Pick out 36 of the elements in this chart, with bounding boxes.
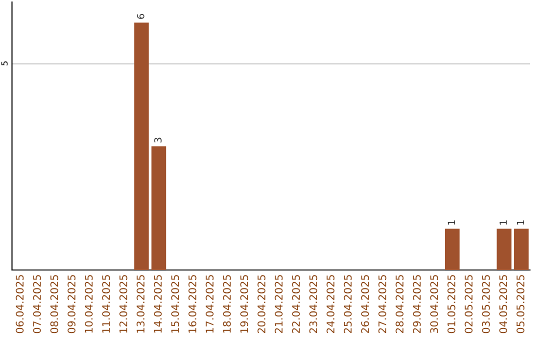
x-tick-label: 07.04.2025	[33, 275, 41, 334]
x-tick-label: 23.04.2025	[309, 275, 318, 334]
x-tick-label: 02.05.2025	[464, 275, 473, 334]
x-tick-label: 15.04.2025	[171, 275, 180, 333]
x-tick-label: 10.04.2025	[84, 275, 93, 333]
x-tick-label: 06.04.2025	[16, 275, 24, 334]
data-label: 1	[500, 220, 507, 225]
x-tick-label: 20.04.2025	[258, 275, 266, 334]
x-tick-label: 24.04.2025	[326, 275, 334, 334]
x-tick-label: 13.04.2025	[136, 275, 145, 333]
x-tick-label: 27.04.2025	[378, 275, 386, 334]
x-tick-label: 14.04.2025	[154, 275, 162, 333]
x-tick-label: 28.04.2025	[396, 275, 404, 334]
x-tick-label: 08.04.2025	[50, 275, 58, 334]
x-tick-label: 17.04.2025	[206, 275, 214, 333]
x-tick-label: 21.04.2025	[274, 275, 283, 334]
x-tick-label: 11.04.2025	[102, 275, 110, 333]
data-label: 3	[154, 138, 162, 142]
data-label: 6	[136, 14, 144, 19]
x-tick-label: 01.05.2025	[447, 275, 456, 334]
x-tick-label: 26.04.2025	[361, 275, 369, 334]
x-tick-label: 16.04.2025	[188, 275, 196, 333]
x-tick-label: 12.04.2025	[119, 275, 128, 333]
data-label: 1	[516, 220, 524, 225]
x-tick-label: 18.04.2025	[222, 275, 231, 333]
x-tick-label: 30.04.2025	[430, 275, 438, 334]
x-tick-label: 29.04.2025	[412, 275, 421, 334]
x-tick-label: 09.04.2025	[68, 275, 76, 334]
data-label: 1	[448, 220, 455, 225]
x-tick-label: 05.05.2025	[516, 275, 524, 334]
x-tick-label: 25.04.2025	[344, 275, 352, 334]
x-tick-label: 22.04.2025	[292, 275, 300, 334]
x-tick-label: 04.05.2025	[499, 275, 508, 334]
x-tick-label: 03.05.2025	[482, 275, 490, 334]
y-tick-label: 5	[1, 61, 8, 66]
x-tick-label: 19.04.2025	[240, 275, 248, 333]
